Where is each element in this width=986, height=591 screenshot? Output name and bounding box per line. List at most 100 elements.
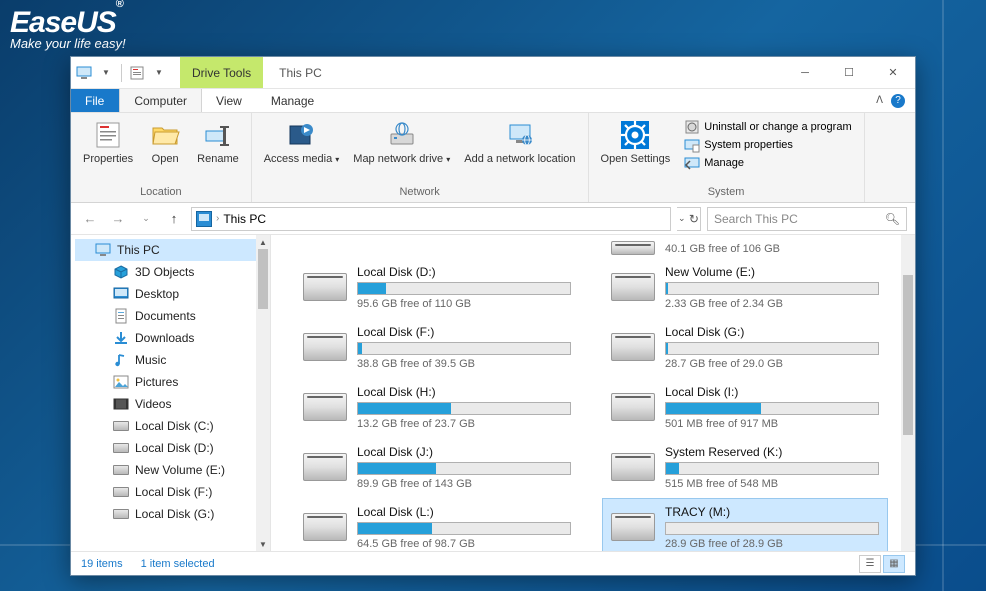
drive-free-text: 89.9 GB free of 143 GB [357, 478, 571, 490]
tree-item[interactable]: Local Disk (D:) [75, 437, 270, 459]
navpane-scrollbar[interactable]: ▲▼ [256, 235, 270, 551]
drive-item[interactable]: Local Disk (L:)64.5 GB free of 98.7 GB [295, 499, 579, 551]
tree-item[interactable]: Local Disk (F:) [75, 481, 270, 503]
drive-item[interactable]: Local Disk (J:)89.9 GB free of 143 GB [295, 439, 579, 495]
details-view-button[interactable]: ☰ [859, 555, 881, 573]
up-button[interactable]: ↑ [163, 208, 185, 230]
forward-button[interactable]: → [107, 208, 129, 230]
drive-name: Local Disk (L:) [357, 505, 571, 519]
maximize-button[interactable]: ☐ [827, 57, 871, 88]
open-settings-button[interactable]: Open Settings [595, 115, 677, 169]
drive-item[interactable]: Local Disk (H:)13.2 GB free of 23.7 GB [295, 379, 579, 435]
tree-item[interactable]: Local Disk (C:) [75, 415, 270, 437]
drive-icon [611, 393, 655, 421]
drive-capacity-bar [357, 402, 571, 415]
uninstall-program-button[interactable]: Uninstall or change a program [684, 119, 851, 135]
tree-item[interactable]: New Volume (E:) [75, 459, 270, 481]
dropdown-icon[interactable]: ▼ [150, 64, 168, 82]
drive-item[interactable]: Local Disk (D:)95.6 GB free of 110 GB [295, 259, 579, 315]
tiles-view-button[interactable]: ▦ [883, 555, 905, 573]
drive-icon [611, 453, 655, 481]
drive-icon [611, 241, 655, 255]
drive-icon [303, 513, 347, 541]
breadcrumb[interactable]: › This PC [191, 207, 671, 231]
tab-computer[interactable]: Computer [119, 89, 202, 112]
back-button[interactable]: ← [79, 208, 101, 230]
manage-button[interactable]: Manage [684, 155, 851, 171]
ribbon-tabs: File Computer View Manage ᐱ ? [71, 89, 915, 113]
minimize-button[interactable]: ─ [783, 57, 827, 88]
drive-icon [113, 462, 129, 478]
drive-free-text: 40.1 GB free of 106 GB [665, 243, 780, 255]
pc-icon [95, 242, 111, 258]
tree-item[interactable]: 3D Objects [75, 261, 270, 283]
folder-open-icon [149, 119, 181, 151]
add-network-location-button[interactable]: Add a network location [458, 115, 581, 169]
tree-item[interactable]: Music [75, 349, 270, 371]
refresh-button[interactable]: ⌄ ↻ [677, 207, 701, 231]
drive-free-text: 2.33 GB free of 2.34 GB [665, 298, 879, 310]
tab-view[interactable]: View [202, 89, 257, 112]
drive-icon [303, 333, 347, 361]
content-scrollbar[interactable] [901, 235, 915, 551]
network-location-icon [504, 119, 536, 151]
tree-item[interactable]: Videos [75, 393, 270, 415]
media-icon [286, 119, 318, 151]
tree-item[interactable]: Documents [75, 305, 270, 327]
collapse-ribbon-icon[interactable]: ᐱ [876, 95, 883, 106]
drive-capacity-bar [665, 462, 879, 475]
recent-locations-button[interactable]: ⌄ [135, 208, 157, 230]
drive-icon [303, 273, 347, 301]
tree-item[interactable]: Local Disk (G:) [75, 503, 270, 525]
content-pane[interactable]: 40.1 GB free of 106 GB Local Disk (D:)95… [271, 235, 915, 551]
drive-item[interactable]: Local Disk (F:)38.8 GB free of 39.5 GB [295, 319, 579, 375]
system-properties-button[interactable]: System properties [684, 137, 851, 153]
drive-capacity-bar [665, 282, 879, 295]
drive-icon [611, 513, 655, 541]
access-media-button[interactable]: Access media ▾ [258, 115, 346, 169]
drive-icon [611, 333, 655, 361]
drive-item[interactable]: Local Disk (G:)28.7 GB free of 29.0 GB [603, 319, 887, 375]
tree-item[interactable]: Desktop [75, 283, 270, 305]
drive-name: New Volume (E:) [665, 265, 879, 279]
properties-icon[interactable] [128, 64, 146, 82]
quick-access-toolbar: ▼ ▼ [71, 57, 172, 88]
drive-name: Local Disk (I:) [665, 385, 879, 399]
settings-gear-icon [619, 119, 651, 151]
item-count: 19 items [81, 558, 123, 570]
drive-item-partial[interactable]: 40.1 GB free of 106 GB [603, 235, 887, 255]
selection-count: 1 item selected [141, 558, 215, 570]
dropdown-icon[interactable]: ▼ [97, 64, 115, 82]
tree-item-this-pc[interactable]: This PC [75, 239, 270, 261]
tree-item[interactable]: Pictures [75, 371, 270, 393]
drive-capacity-bar [665, 402, 879, 415]
context-tab-drive-tools: Drive Tools [180, 57, 263, 88]
tab-file[interactable]: File [71, 89, 119, 112]
drive-name: Local Disk (D:) [357, 265, 571, 279]
music-icon [113, 352, 129, 368]
tab-manage[interactable]: Manage [257, 89, 329, 112]
search-input[interactable]: Search This PC🔍︎ [707, 207, 907, 231]
drive-item[interactable]: Local Disk (I:)501 MB free of 917 MB [603, 379, 887, 435]
ribbon-group-location: Location [77, 186, 245, 200]
titlebar[interactable]: ▼ ▼ Drive Tools This PC ─ ☐ ✕ [71, 57, 915, 89]
map-network-drive-button[interactable]: Map network drive ▾ [347, 115, 456, 169]
ribbon: Properties Open Rename Location Access m… [71, 113, 915, 203]
drive-item[interactable]: TRACY (M:)28.9 GB free of 28.9 GB [603, 499, 887, 551]
drive-item[interactable]: New Volume (E:) 2.33 GB free of 2.34 GB [603, 259, 887, 315]
window-title: This PC [263, 57, 783, 88]
pic-icon [113, 374, 129, 390]
open-button[interactable]: Open [141, 115, 189, 169]
help-icon[interactable]: ? [891, 94, 905, 108]
close-button[interactable]: ✕ [871, 57, 915, 88]
tree-item[interactable]: Downloads [75, 327, 270, 349]
doc-icon [113, 308, 129, 324]
video-icon [113, 396, 129, 412]
drive-item[interactable]: System Reserved (K:)515 MB free of 548 M… [603, 439, 887, 495]
status-bar: 19 items 1 item selected ☰ ▦ [71, 551, 915, 575]
properties-button[interactable]: Properties [77, 115, 139, 169]
drive-icon [303, 393, 347, 421]
download-icon [113, 330, 129, 346]
search-icon: 🔍︎ [885, 212, 900, 226]
rename-button[interactable]: Rename [191, 115, 245, 169]
